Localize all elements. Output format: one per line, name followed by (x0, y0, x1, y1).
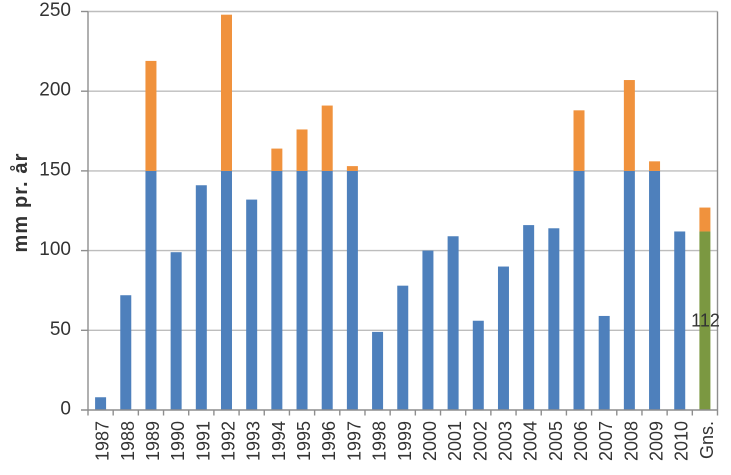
svg-text:1999: 1999 (395, 421, 415, 461)
svg-text:2002: 2002 (470, 421, 490, 461)
svg-text:50: 50 (50, 319, 71, 340)
svg-text:2004: 2004 (521, 421, 541, 461)
svg-text:1989: 1989 (143, 421, 163, 461)
svg-text:2008: 2008 (621, 421, 641, 461)
svg-text:Gns.: Gns. (697, 421, 717, 459)
svg-text:1991: 1991 (193, 421, 213, 461)
svg-text:1992: 1992 (218, 421, 238, 461)
svg-text:2009: 2009 (647, 421, 667, 461)
svg-text:2006: 2006 (571, 421, 591, 461)
svg-text:2000: 2000 (420, 421, 440, 461)
svg-text:0: 0 (60, 399, 71, 420)
svg-text:112: 112 (691, 311, 720, 331)
svg-text:1988: 1988 (118, 421, 138, 461)
svg-text:100: 100 (39, 239, 71, 260)
svg-text:1996: 1996 (319, 421, 339, 461)
svg-text:mm pr. år: mm pr. år (9, 153, 32, 253)
svg-text:1998: 1998 (370, 421, 390, 461)
svg-text:1994: 1994 (269, 421, 289, 461)
svg-text:250: 250 (39, 0, 71, 21)
svg-text:1997: 1997 (344, 421, 364, 461)
svg-text:1987: 1987 (93, 421, 113, 461)
svg-text:1990: 1990 (168, 421, 188, 461)
svg-text:2001: 2001 (445, 421, 465, 461)
svg-text:1993: 1993 (244, 421, 264, 461)
svg-text:2003: 2003 (495, 421, 515, 461)
svg-text:200: 200 (39, 80, 71, 101)
svg-text:2007: 2007 (596, 421, 616, 461)
svg-text:1995: 1995 (294, 421, 314, 461)
svg-text:2010: 2010 (672, 421, 692, 461)
svg-text:2005: 2005 (546, 421, 566, 461)
svg-text:150: 150 (39, 159, 71, 180)
